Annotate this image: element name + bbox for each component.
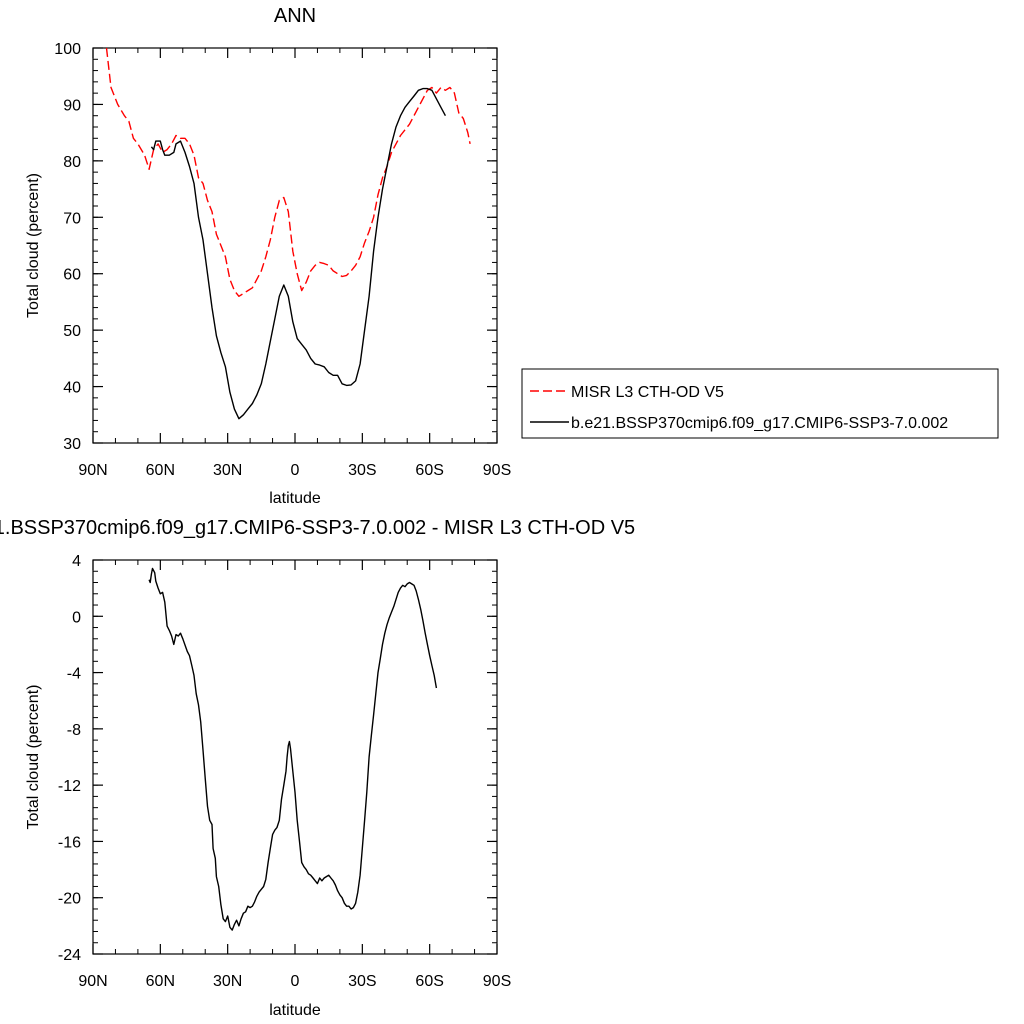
legend-box	[521, 368, 999, 439]
x-tick-label: 60N	[146, 973, 175, 990]
x-tick-label: 0	[291, 462, 300, 479]
y-tick-label: 80	[63, 154, 81, 171]
y-tick-label: -12	[58, 778, 81, 795]
x-tick-label: 60S	[415, 973, 443, 990]
series-line-2	[150, 87, 447, 420]
chart-title: ANN	[274, 5, 316, 27]
y-tick-label: 4	[72, 553, 81, 570]
y-tick-label: 60	[63, 267, 81, 284]
x-tick-label: 90S	[483, 462, 511, 479]
y-tick-label: 50	[63, 323, 81, 340]
x-tick-label: 30S	[348, 462, 376, 479]
x-axis-label: latitude	[269, 490, 321, 507]
y-tick-label: 90	[63, 97, 81, 114]
y-tick-label: 70	[63, 210, 81, 227]
series-line-1	[148, 567, 438, 931]
y-tick-label: -16	[58, 834, 81, 851]
series-line-1	[105, 47, 471, 297]
x-tick-label: 90N	[78, 973, 107, 990]
legend: MISR L3 CTH-OD V5 b.e21.BSSP370cmip6.f09_…	[521, 368, 999, 439]
y-tick-label: -20	[58, 891, 81, 908]
y-tick-label: 40	[63, 380, 81, 397]
x-tick-label: 30N	[213, 462, 242, 479]
y-axis-label: Total cloud (percent)	[25, 173, 42, 318]
plot-frame	[92, 559, 498, 955]
x-axis-label: latitude	[269, 1002, 321, 1019]
x-tick-label: 30N	[213, 973, 242, 990]
x-tick-label: 30S	[348, 973, 376, 990]
chart-panel-1: ANN 90N 60N 30N 0 30S 60S 90S 30 40 50 60 70 80 90 100 l…	[25, 5, 511, 507]
y-tick-label: 0	[72, 609, 81, 626]
y-tick-label: -4	[67, 666, 81, 683]
x-tick-label: 0	[291, 973, 300, 990]
y-tick-label: -8	[67, 722, 81, 739]
x-tick-label: 90N	[78, 462, 107, 479]
legend-label-2: b.e21.BSSP370cmip6.f09_g17.CMIP6-SSP3-7.…	[571, 415, 948, 432]
x-tick-label: 60N	[146, 462, 175, 479]
plot-frame	[92, 47, 498, 444]
chart-title: b.e21.BSSP370cmip6.f09_g17.CMIP6-SSP3-7.…	[0, 517, 635, 539]
chart-panel-2: b.e21.BSSP370cmip6.f09_g17.CMIP6-SSP3-7.…	[0, 517, 635, 1019]
x-tick-label: 90S	[483, 973, 511, 990]
y-tick-label: 30	[63, 436, 81, 453]
y-tick-label: -24	[58, 947, 81, 964]
y-axis-label: Total cloud (percent)	[25, 685, 42, 830]
legend-label-1: MISR L3 CTH-OD V5	[571, 384, 724, 401]
x-tick-label: 60S	[415, 462, 443, 479]
y-tick-label: 100	[54, 41, 81, 58]
